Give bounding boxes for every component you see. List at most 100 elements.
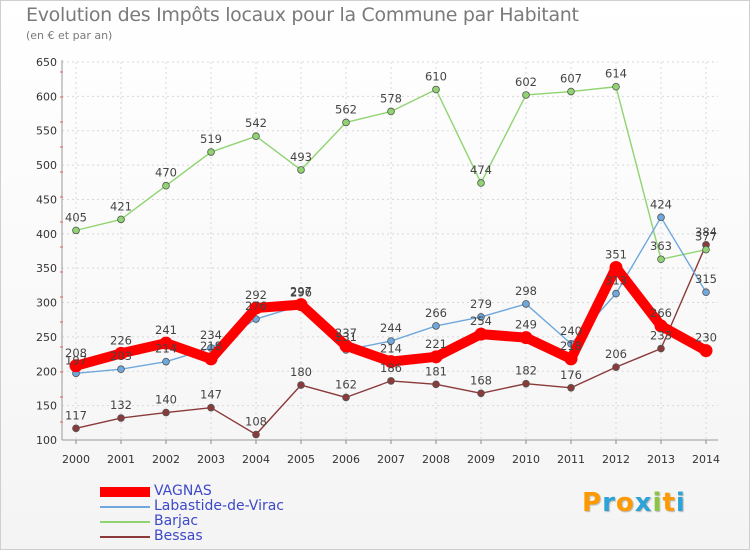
data-label: 266 <box>650 306 672 320</box>
legend-swatch <box>100 536 150 538</box>
point-barjac <box>703 246 710 253</box>
point-vagnas <box>295 298 308 311</box>
data-label: 221 <box>425 337 447 351</box>
point-vagnas <box>205 352 218 365</box>
point-labastide-de-virac <box>163 358 170 365</box>
y-tick-label: 350 <box>36 262 57 275</box>
y-tick-label: 500 <box>36 159 57 172</box>
data-label: 266 <box>425 306 447 320</box>
data-label: 186 <box>380 361 402 375</box>
y-tick-label: 550 <box>36 125 57 138</box>
point-barjac <box>568 88 575 95</box>
data-label: 140 <box>155 393 177 407</box>
data-label: 315 <box>695 272 717 286</box>
data-label: 519 <box>200 132 222 146</box>
y-tick-label: 300 <box>36 297 57 310</box>
data-label: 377 <box>695 230 717 244</box>
legend-swatch <box>100 506 150 508</box>
point-vagnas <box>610 261 623 274</box>
x-tick-label: 2013 <box>647 453 675 466</box>
y-tick-label: 150 <box>36 400 57 413</box>
point-labastide-de-virac <box>118 366 125 373</box>
data-label: 493 <box>290 150 312 164</box>
legend-swatch <box>100 487 150 497</box>
y-tick-label: 650 <box>36 56 57 69</box>
legend-label: VAGNAS <box>154 483 212 499</box>
point-bessas <box>478 390 485 397</box>
data-label: 244 <box>380 321 402 335</box>
data-label: 147 <box>200 388 222 402</box>
data-label: 168 <box>470 373 492 387</box>
point-vagnas <box>475 328 488 341</box>
point-bessas <box>658 345 665 352</box>
data-label: 351 <box>605 247 627 261</box>
data-label: 614 <box>605 67 627 81</box>
x-tick-label: 2012 <box>602 453 630 466</box>
data-label: 226 <box>110 333 132 347</box>
point-bessas <box>343 394 350 401</box>
data-label: 181 <box>425 364 447 378</box>
data-label: 249 <box>515 318 537 332</box>
logo-letter: r <box>602 488 616 518</box>
x-tick-label: 2007 <box>377 453 405 466</box>
point-bessas <box>298 382 305 389</box>
x-tick-label: 2002 <box>152 453 180 466</box>
x-tick-label: 2006 <box>332 453 360 466</box>
x-tick-label: 2005 <box>287 453 315 466</box>
data-label: 578 <box>380 91 402 105</box>
x-tick-label: 2008 <box>422 453 450 466</box>
point-barjac <box>253 133 260 140</box>
data-label: 610 <box>425 69 447 83</box>
data-label: 474 <box>470 163 492 177</box>
logo-letter: i <box>653 488 663 518</box>
data-label: 214 <box>155 342 177 356</box>
x-tick-label: 2011 <box>557 453 585 466</box>
data-label: 208 <box>65 346 87 360</box>
data-label: 470 <box>155 166 177 180</box>
data-label: 424 <box>650 197 672 211</box>
point-barjac <box>208 149 215 156</box>
legend-label: Barjac <box>154 513 198 529</box>
x-tick-label: 2004 <box>242 453 270 466</box>
data-label: 233 <box>650 329 672 343</box>
y-tick-label: 400 <box>36 228 57 241</box>
y-tick-label: 200 <box>36 365 57 378</box>
point-bessas <box>523 380 530 387</box>
x-tick-label: 2003 <box>197 453 225 466</box>
data-label: 562 <box>335 102 357 116</box>
data-label: 203 <box>110 349 132 363</box>
point-barjac <box>343 119 350 126</box>
data-label: 607 <box>560 72 582 86</box>
y-tick-label: 100 <box>36 434 57 447</box>
point-barjac <box>163 182 170 189</box>
logo-letter: o <box>616 488 635 518</box>
point-labastide-de-virac <box>613 290 620 297</box>
data-label: 279 <box>470 297 492 311</box>
point-bessas <box>118 415 125 422</box>
data-label: 363 <box>650 239 672 253</box>
data-label: 297 <box>290 285 312 299</box>
data-label: 230 <box>695 331 717 345</box>
point-labastide-de-virac <box>658 214 665 221</box>
data-label: 292 <box>245 288 267 302</box>
data-label: 542 <box>245 116 267 130</box>
point-bessas <box>253 431 260 438</box>
point-vagnas <box>520 331 533 344</box>
data-label: 298 <box>515 284 537 298</box>
y-tick-label: 450 <box>36 193 57 206</box>
point-barjac <box>298 167 305 174</box>
point-barjac <box>523 92 530 99</box>
point-barjac <box>478 180 485 187</box>
logo-letter: P <box>582 488 602 518</box>
point-vagnas <box>430 350 443 363</box>
point-barjac <box>118 216 125 223</box>
data-label: 421 <box>110 199 132 213</box>
data-label: 117 <box>65 408 87 422</box>
x-tick-label: 2009 <box>467 453 495 466</box>
point-barjac <box>73 227 80 234</box>
point-vagnas <box>700 344 713 357</box>
x-tick-label: 2001 <box>107 453 135 466</box>
data-label: 405 <box>65 210 87 224</box>
data-label: 254 <box>470 314 492 328</box>
data-label: 241 <box>155 323 177 337</box>
